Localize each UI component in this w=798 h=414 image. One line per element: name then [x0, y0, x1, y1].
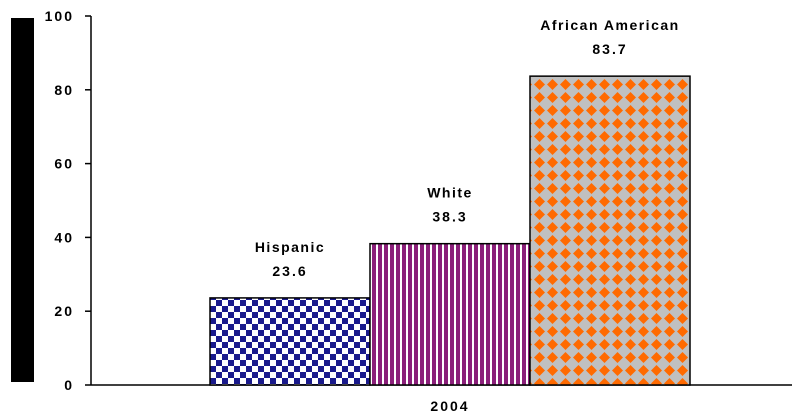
bar-white — [369, 242, 531, 386]
bar-hispanic — [209, 297, 371, 386]
y-tick-label: 40 — [54, 229, 74, 245]
bar-value-label: 83.7 — [592, 41, 627, 57]
y-tick-label: 100 — [45, 8, 74, 24]
bar-name-label: Hispanic — [255, 239, 325, 255]
y-tick-label: 60 — [54, 156, 74, 172]
bar-value-label: 23.6 — [272, 263, 307, 279]
x-category-label: 2004 — [430, 398, 469, 414]
y-tick-label: 20 — [54, 303, 74, 319]
y-tick-label: 0 — [64, 377, 74, 393]
bar-african-american — [529, 75, 691, 386]
bar-name-label: White — [427, 185, 473, 201]
y-tick-label: 80 — [54, 82, 74, 98]
bar-value-label: 38.3 — [432, 209, 467, 225]
bar-name-label: African American — [540, 17, 679, 33]
left-black-band — [11, 18, 34, 382]
